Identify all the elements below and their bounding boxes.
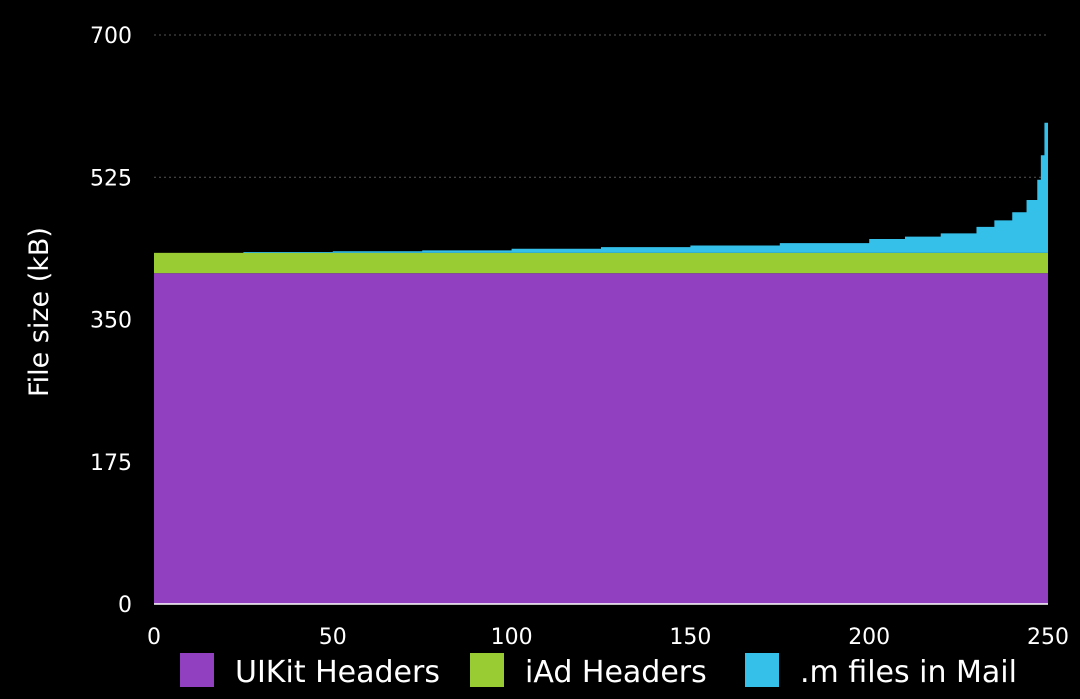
y-tick-label-0: 0 — [118, 593, 132, 618]
y-tick-label-350: 350 — [90, 309, 132, 334]
x-tick-label-0: 0 — [147, 625, 161, 650]
y-axis-title: File size (kB) — [24, 227, 55, 397]
legend-swatch — [180, 653, 214, 687]
x-tick-label-150: 150 — [669, 625, 711, 650]
y-tick-label-700: 700 — [90, 24, 132, 49]
area-uikit-headers — [154, 273, 1048, 604]
legend-swatch — [470, 653, 504, 687]
x-tick-label-200: 200 — [848, 625, 890, 650]
x-tick-label-100: 100 — [491, 625, 533, 650]
area-m-files-in-mail — [154, 90, 1048, 253]
legend-label: iAd Headers — [525, 655, 707, 690]
y-axis-ticks: 0 175 350 525 700 — [90, 24, 132, 618]
plot-areas — [154, 90, 1048, 605]
x-axis-ticks: 0 50 100 150 200 250 — [147, 625, 1069, 650]
legend-label: UIKit Headers — [235, 655, 440, 690]
area-iad-headers — [154, 252, 1048, 274]
legend-swatch — [745, 653, 779, 687]
y-tick-label-525: 525 — [90, 166, 132, 191]
legend-item-2: .m files in Mail — [745, 653, 1017, 690]
legend-item-0: UIKit Headers — [180, 653, 440, 690]
x-tick-label-50: 50 — [319, 625, 347, 650]
legend-item-1: iAd Headers — [470, 653, 707, 690]
legend: UIKit Headers iAd Headers .m files in Mail — [180, 653, 1017, 690]
x-tick-label-250: 250 — [1027, 625, 1069, 650]
legend-label: .m files in Mail — [800, 655, 1017, 690]
y-tick-label-175: 175 — [90, 451, 132, 476]
